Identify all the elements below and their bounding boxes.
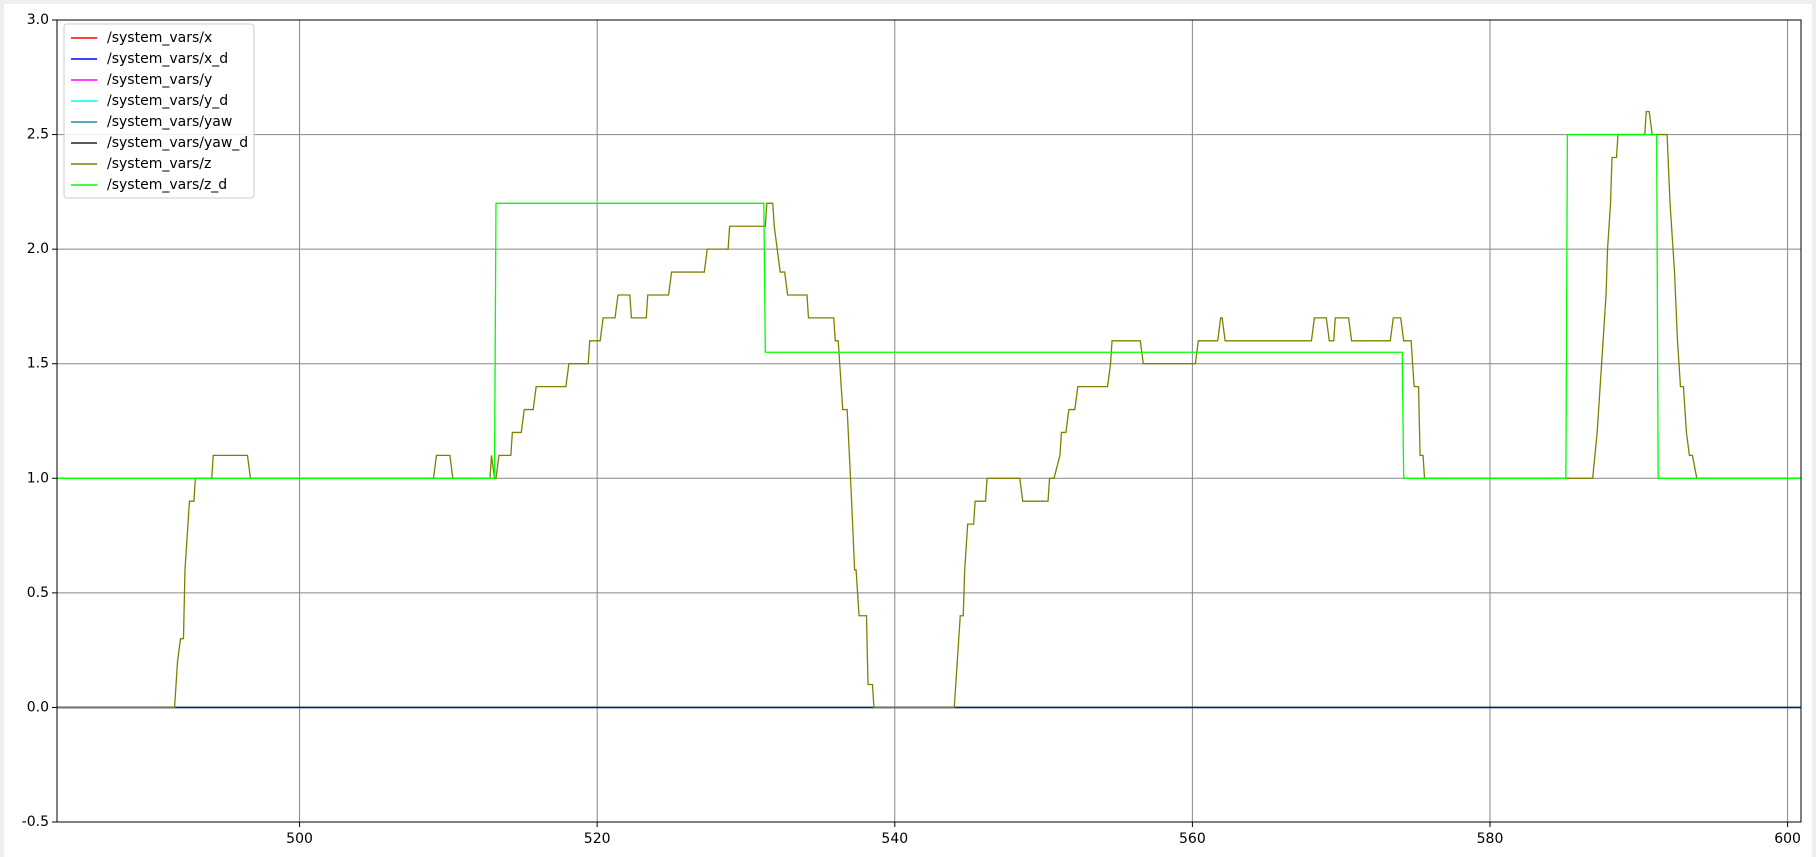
x-tick-label: 560 [1179, 831, 1206, 847]
legend-label: /system_vars/z [107, 156, 211, 172]
legend-label: /system_vars/yaw [107, 114, 232, 130]
x-tick-label: 520 [584, 831, 611, 847]
x-tick-label: 580 [1477, 831, 1504, 847]
x-tick-label: 600 [1774, 831, 1801, 847]
legend-label: /system_vars/z_d [107, 177, 227, 193]
legend-label: /system_vars/x [107, 30, 212, 46]
y-tick-label: 1.5 [27, 356, 49, 372]
series-line [57, 133, 1801, 479]
legend-label: /system_vars/y_d [107, 93, 228, 109]
y-tick-label: 0.5 [27, 585, 49, 601]
legend-label: /system_vars/x_d [107, 51, 228, 67]
y-tick-label: 3.0 [27, 12, 49, 28]
legend-label: /system_vars/y [107, 72, 212, 88]
y-tick-label: 2.5 [27, 127, 49, 143]
x-tick-label: 500 [286, 831, 313, 847]
x-tick-label: 540 [881, 831, 908, 847]
legend-label: /system_vars/yaw_d [107, 135, 248, 151]
y-tick-label: 2.0 [27, 241, 49, 257]
plot-area [57, 20, 1801, 822]
y-tick-label: 1.0 [27, 470, 49, 486]
plot-frame [56, 19, 1802, 823]
series-line [57, 111, 1801, 709]
legend-box [63, 23, 255, 199]
y-tick-label: -0.5 [22, 814, 49, 830]
y-tick-label: 0.0 [27, 699, 49, 715]
